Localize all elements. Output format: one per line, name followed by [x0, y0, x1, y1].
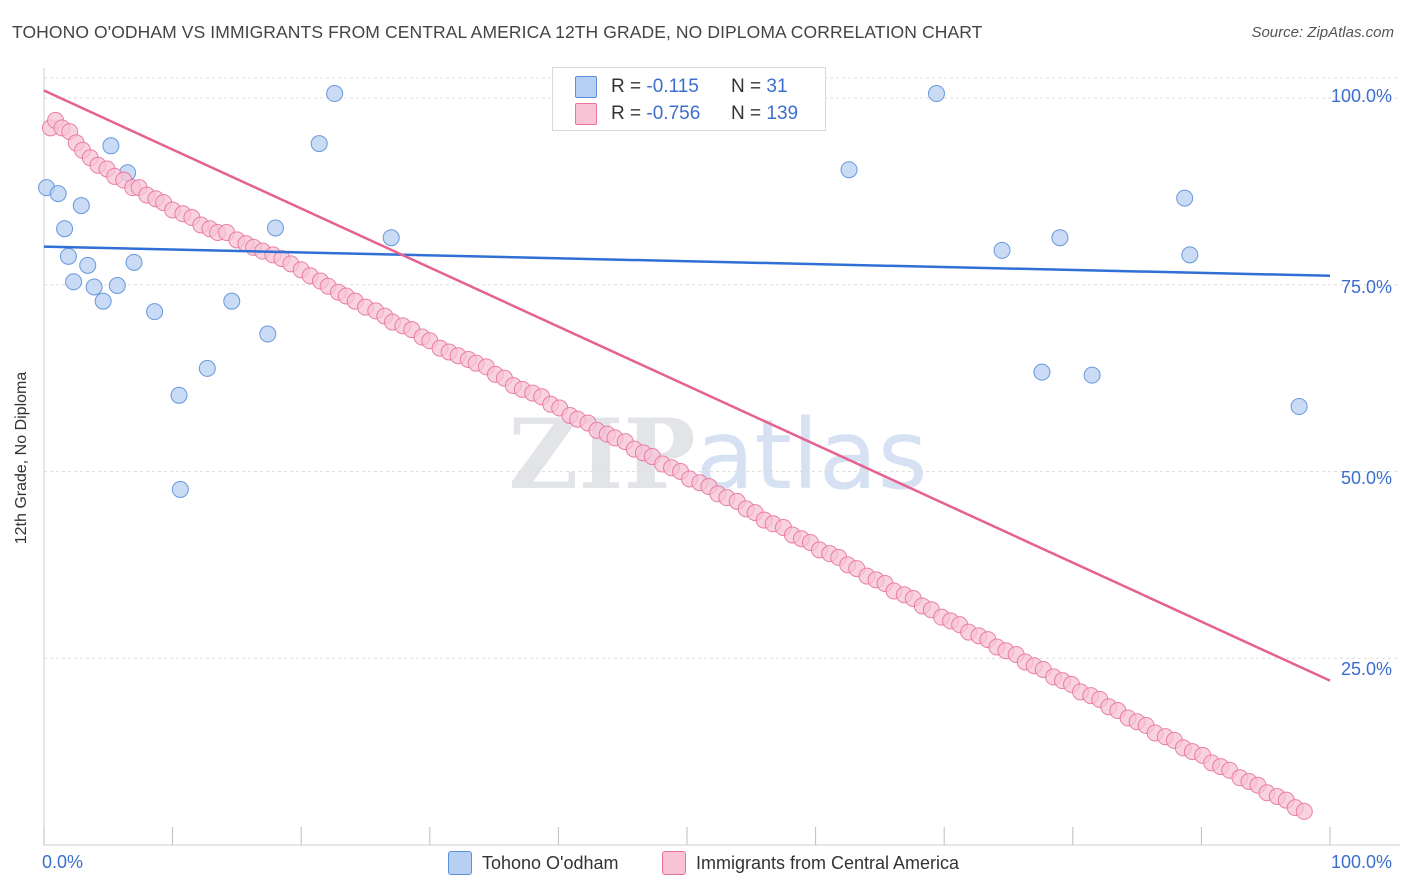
- r-stat-tohono: R = -0.115: [611, 76, 699, 98]
- immigrants-point: [1295, 802, 1313, 820]
- x-tick-label-max: 100.0%: [1330, 852, 1392, 872]
- tohono-point: [85, 278, 103, 296]
- tohono-point: [59, 247, 77, 265]
- tohono-point: [94, 292, 112, 310]
- tohono-point: [1051, 229, 1069, 247]
- immigrants-trend-line: [43, 89, 1331, 682]
- tohono-point: [1290, 398, 1308, 416]
- tohono-point: [927, 85, 945, 103]
- tohono-point: [79, 256, 97, 274]
- tohono-point: [171, 480, 189, 498]
- tohono-point: [993, 241, 1011, 259]
- tohono-point: [259, 325, 277, 343]
- tohono-point: [266, 219, 284, 237]
- chart-title: TOHONO O'ODHAM VS IMMIGRANTS FROM CENTRA…: [12, 22, 983, 42]
- legend-label-immigrants: Immigrants from Central America: [696, 852, 960, 873]
- x-tick-label-min: 0.0%: [42, 852, 84, 872]
- n-label: N =: [731, 103, 762, 124]
- tohono-point: [65, 273, 83, 291]
- n-stat-immigrants: N = 139: [731, 103, 798, 125]
- tohono-point: [102, 137, 120, 155]
- tohono-point: [108, 276, 126, 294]
- r-label: R =: [611, 103, 642, 124]
- stats-legend: R = -0.115 N = 31 R = -0.756 N = 139: [552, 67, 826, 131]
- tohono-point: [72, 197, 90, 215]
- r-stat-immigrants: R = -0.756: [611, 103, 700, 125]
- legend-label-tohono: Tohono O'odham: [482, 852, 619, 873]
- tohono-point: [146, 303, 164, 321]
- r-value: -0.756: [646, 103, 701, 124]
- n-value: 139: [766, 103, 799, 124]
- tohono-point: [125, 253, 143, 271]
- y-tick-label-100: 100.0%: [1330, 86, 1392, 106]
- tohono-point: [840, 161, 858, 179]
- y-tick-label-50: 50.0%: [1340, 468, 1392, 488]
- watermark: ZIPatlas: [508, 398, 927, 511]
- tohono-point: [1181, 246, 1199, 264]
- legend-swatch-immigrants: [662, 851, 686, 875]
- legend-swatch-tohono: [448, 851, 472, 875]
- y-axis-label: 12th Grade, No Diploma: [13, 371, 30, 545]
- tohono-point: [198, 359, 216, 377]
- y-tick-label-25: 25.0%: [1340, 659, 1392, 679]
- r-value: -0.115: [646, 76, 699, 97]
- immigrants-swatch: [575, 103, 597, 125]
- source-label: Source: ZipAtlas.com: [1251, 24, 1394, 41]
- n-label: N =: [731, 76, 762, 97]
- tohono-point: [1176, 189, 1194, 207]
- legend-item-immigrants[interactable]: Immigrants from Central America: [662, 851, 959, 875]
- tohono-trend-line: [43, 245, 1331, 278]
- tohono-point: [1083, 366, 1101, 384]
- legend-item-tohono[interactable]: Tohono O'odham: [448, 851, 619, 875]
- y-tick-label-75: 75.0%: [1340, 277, 1392, 297]
- tohono-point: [223, 292, 241, 310]
- tohono-point: [326, 85, 344, 103]
- n-value: 31: [766, 76, 788, 97]
- r-label: R =: [611, 76, 642, 97]
- n-stat-tohono: N = 31: [731, 76, 788, 98]
- tohono-point: [170, 386, 188, 404]
- tohono-point: [310, 135, 328, 153]
- tohono-point: [56, 220, 74, 238]
- tohono-point: [49, 185, 67, 203]
- tohono-point: [382, 229, 400, 247]
- tohono-swatch: [575, 76, 597, 98]
- tohono-point: [1033, 363, 1051, 381]
